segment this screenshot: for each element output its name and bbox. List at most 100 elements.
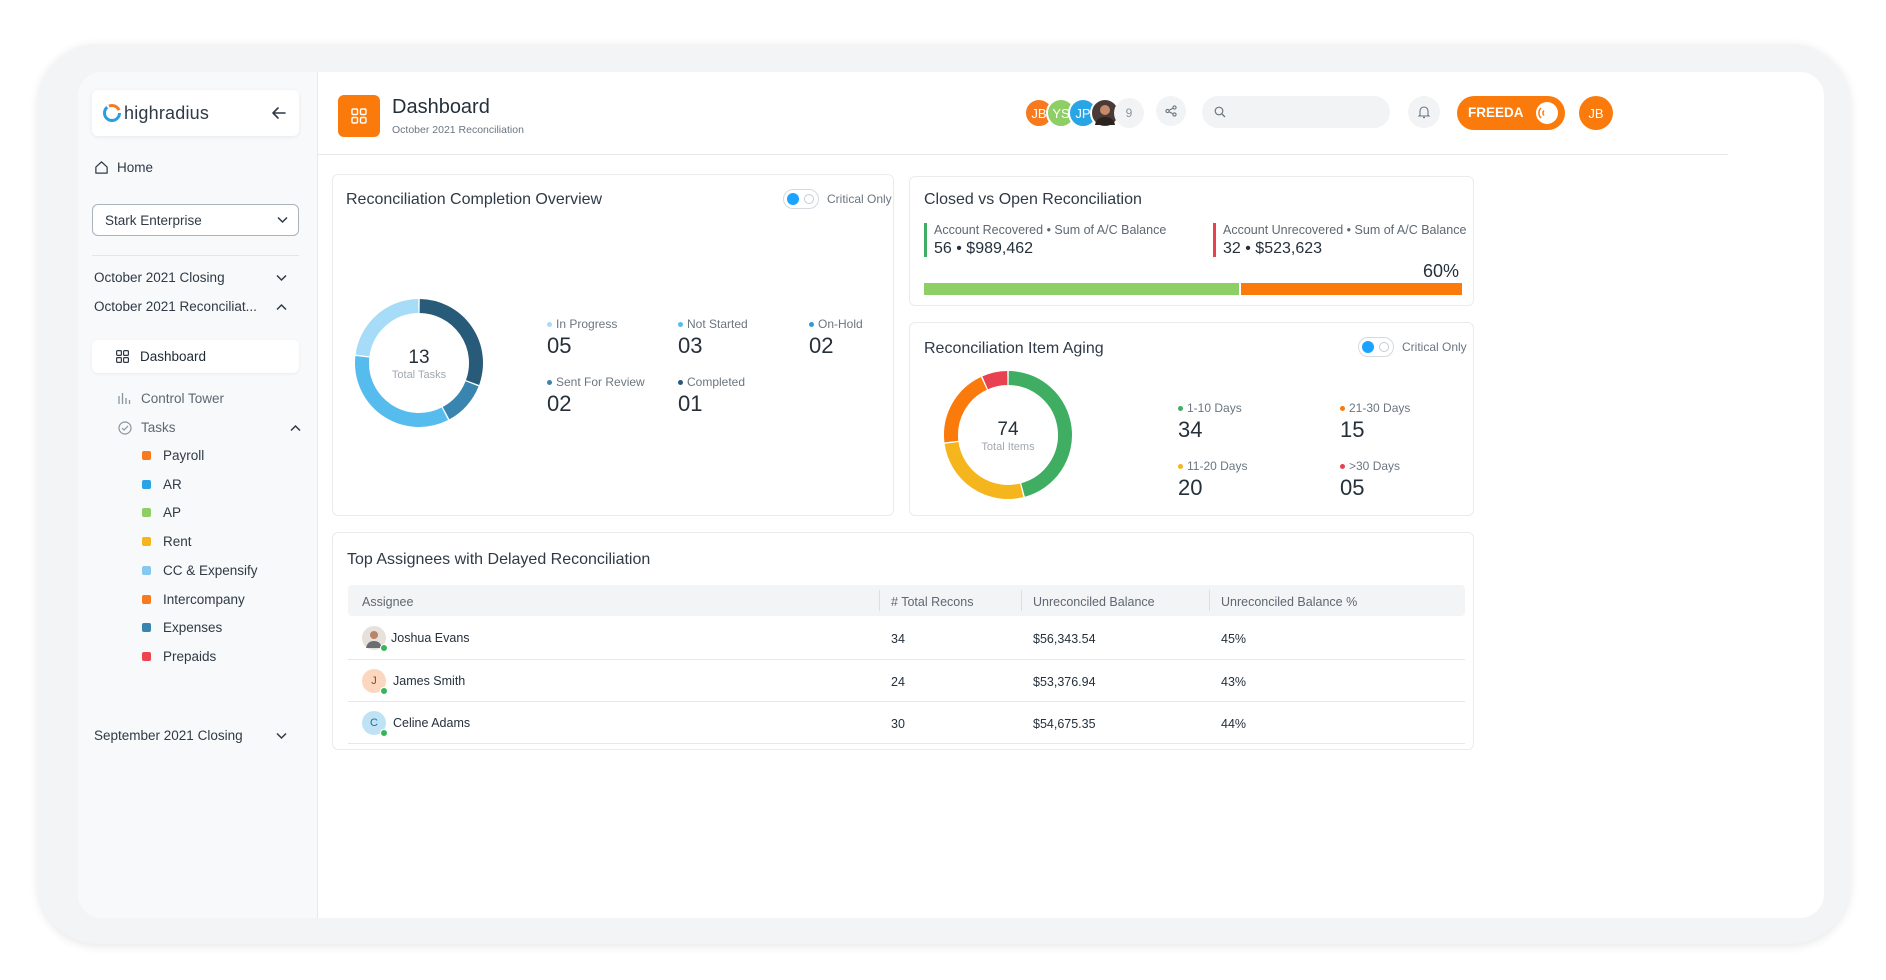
sidebar-divider xyxy=(92,255,299,256)
assignee-name: Joshua Evans xyxy=(391,631,470,645)
donut-segment xyxy=(944,441,1024,499)
stat-item: 1-10 Days 34 xyxy=(1178,401,1242,443)
freeda-button[interactable]: FREEDA xyxy=(1457,96,1565,130)
sidebar-task-item[interactable]: CC & Expensify xyxy=(142,563,258,578)
sidebar-item-home[interactable]: Home xyxy=(94,160,153,175)
stat-label: Not Started xyxy=(687,317,748,331)
critical-only-toggle[interactable]: Critical Only xyxy=(1358,337,1467,357)
table-row[interactable]: J James Smith 24 $53,376.94 43% xyxy=(333,660,1475,702)
column-header-unreconciled-balance[interactable]: Unreconciled Balance xyxy=(1033,595,1155,609)
unrecovered-count: 32 xyxy=(1223,240,1241,257)
stat-item: On-Hold 02 xyxy=(809,317,863,359)
aging-donut-chart xyxy=(944,371,1072,499)
stat-value: 20 xyxy=(1178,475,1203,500)
sidebar-task-item[interactable]: Rent xyxy=(142,534,192,549)
search-input[interactable] xyxy=(1202,96,1390,128)
sidebar-task-item[interactable]: Expenses xyxy=(142,620,222,635)
unrecovered-block: Account Unrecovered • Sum of A/C Balance… xyxy=(1213,223,1466,257)
sidebar-group-october-closing[interactable]: October 2021 Closing xyxy=(94,270,301,285)
legend-dot xyxy=(1178,463,1183,469)
table-row[interactable]: Joshua Evans 34 $56,343.54 45% xyxy=(333,617,1475,659)
chevron-down-icon xyxy=(277,216,288,224)
legend-dot xyxy=(547,379,552,385)
column-header-unreconciled-percent[interactable]: Unreconciled Balance % xyxy=(1221,595,1358,609)
task-color-dot xyxy=(142,565,151,575)
donut-segment xyxy=(355,356,449,427)
stat-label: 21-30 Days xyxy=(1349,401,1411,415)
legend-dot xyxy=(547,321,552,327)
row-divider xyxy=(348,701,1465,702)
card-title: Reconciliation Completion Overview xyxy=(346,191,603,208)
online-indicator xyxy=(380,729,388,737)
stat-value: 34 xyxy=(1178,417,1203,442)
sidebar-task-item[interactable]: Intercompany xyxy=(142,592,245,607)
online-indicator xyxy=(380,644,388,652)
card-title: Top Assignees with Delayed Reconciliatio… xyxy=(347,551,651,568)
stat-value: 05 xyxy=(547,333,572,358)
recovered-amount: $989,462 xyxy=(966,240,1034,257)
workspace-select[interactable]: Stark Enterprise xyxy=(92,204,299,236)
sidebar-group-october-reconciliation[interactable]: October 2021 Reconciliat... xyxy=(94,299,301,314)
sidebar-task-item[interactable]: Prepaids xyxy=(142,649,216,664)
stat-item: 21-30 Days 15 xyxy=(1340,401,1410,443)
completion-overview-card: Reconciliation Completion Overview Criti… xyxy=(332,174,894,516)
legend-dot xyxy=(678,321,683,327)
sidebar-group-september-closing[interactable]: September 2021 Closing xyxy=(94,728,301,743)
unrecovered-label: Account Unrecovered xyxy=(1223,223,1344,237)
stat-label: Sent For Review xyxy=(556,375,645,389)
person-photo-icon xyxy=(366,631,382,648)
collapse-arrow-icon[interactable] xyxy=(271,105,287,121)
person-photo-icon xyxy=(1095,105,1115,125)
sidebar-item-tasks[interactable]: Tasks xyxy=(118,420,301,435)
unreconciled-balance: $56,343.54 xyxy=(1033,632,1096,646)
share-icon xyxy=(1165,105,1177,117)
table-header: Assignee # Total Recons Unreconciled Bal… xyxy=(348,585,1465,616)
total-items-label: Total Items xyxy=(981,441,1035,453)
sidebar-task-item[interactable]: AP xyxy=(142,505,181,520)
toggle-switch[interactable] xyxy=(1358,337,1394,357)
percent-label: 60% xyxy=(1422,261,1459,281)
app-screen: highradius Home Stark Enterprise October… xyxy=(78,72,1824,918)
page-header: Dashboard October 2021 Reconciliation JB… xyxy=(318,72,1728,155)
total-tasks-value: 13 xyxy=(408,347,430,368)
more-avatars-count: 9 xyxy=(1114,98,1144,128)
share-button[interactable] xyxy=(1156,96,1186,126)
user-avatar[interactable]: JB xyxy=(1579,96,1613,130)
logo-box[interactable]: highradius xyxy=(92,90,299,136)
legend-dot xyxy=(678,379,683,385)
donut-segment xyxy=(982,371,1008,390)
page-title: Dashboard xyxy=(392,96,490,118)
chevron-down-icon xyxy=(276,732,287,740)
chevron-down-icon xyxy=(276,274,287,282)
closed-vs-open-card: Closed vs Open Reconciliation Account Re… xyxy=(909,176,1474,306)
critical-only-label: Critical Only xyxy=(1402,340,1467,354)
recovered-bar-fill xyxy=(924,283,1242,295)
critical-only-toggle[interactable]: Critical Only xyxy=(783,189,892,209)
task-color-dot xyxy=(142,508,151,518)
task-color-dot xyxy=(142,623,151,633)
card-title: Reconciliation Item Aging xyxy=(924,340,1104,357)
legend-dot xyxy=(1340,405,1345,411)
sidebar-task-item[interactable]: AR xyxy=(142,477,182,492)
table-row[interactable]: C Celine Adams 30 $54,675.35 44% xyxy=(333,702,1475,744)
donut-segment xyxy=(419,299,483,385)
collaborator-avatars[interactable]: JB YS JP 9 xyxy=(1024,98,1164,134)
donut-segment xyxy=(944,377,988,443)
stat-item: Sent For Review 02 xyxy=(547,375,645,417)
task-color-dot xyxy=(142,594,151,604)
stat-item: >30 Days 05 xyxy=(1340,459,1400,501)
recovered-block: Account Recovered • Sum of A/C Balance 5… xyxy=(924,223,1166,257)
card-title: Closed vs Open Reconciliation xyxy=(924,191,1142,208)
avatar xyxy=(362,626,388,652)
column-header-total-recons[interactable]: # Total Recons xyxy=(891,595,974,609)
toggle-switch[interactable] xyxy=(783,189,819,209)
sidebar-item-dashboard[interactable]: Dashboard xyxy=(92,340,299,373)
sidebar-task-item[interactable]: Payroll xyxy=(142,448,204,463)
legend-dot xyxy=(1178,405,1183,411)
group-label: September 2021 Closing xyxy=(94,728,243,743)
sidebar-item-control-tower[interactable]: Control Tower xyxy=(118,391,224,406)
unreconciled-balance: $54,675.35 xyxy=(1033,717,1096,731)
notifications-button[interactable] xyxy=(1408,96,1440,128)
column-header-assignee[interactable]: Assignee xyxy=(362,595,414,609)
tasks-label: Tasks xyxy=(141,420,176,435)
